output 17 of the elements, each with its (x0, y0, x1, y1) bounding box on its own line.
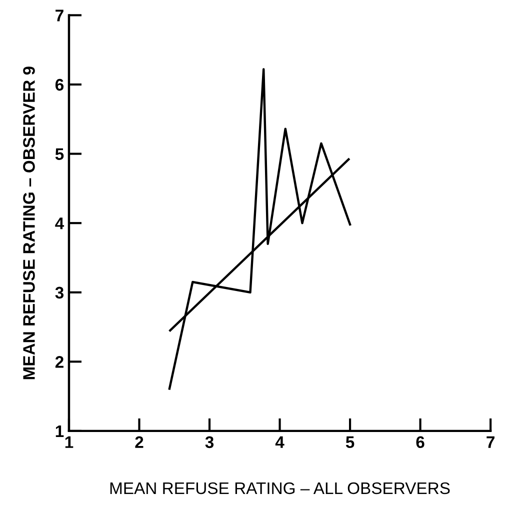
y-tick-label: 5 (55, 148, 64, 160)
x-tick-label: 7 (486, 436, 494, 448)
y-tick-label: 2 (55, 356, 64, 368)
x-tick-label: 6 (416, 436, 424, 448)
y-axis-title: MEAN REFUSE RATING – OBSERVER 9 (23, 66, 35, 380)
x-tick-label: 4 (275, 436, 284, 448)
y-tick-label: 4 (55, 218, 64, 230)
y-tick-label: 1 (56, 426, 64, 437)
y-tick-label: 7 (56, 10, 64, 22)
line-series (168, 68, 352, 390)
y-tick-label: 6 (55, 78, 64, 91)
x-tick-label: 5 (346, 436, 354, 448)
x-tick-label: 1 (65, 436, 74, 448)
x-tick-label: 2 (135, 436, 144, 448)
y-tick-label: 3 (55, 286, 64, 299)
x-axis-title: MEAN REFUSE RATING – ALL OBSERVERS (110, 482, 450, 494)
x-tick-label: 3 (205, 436, 214, 448)
